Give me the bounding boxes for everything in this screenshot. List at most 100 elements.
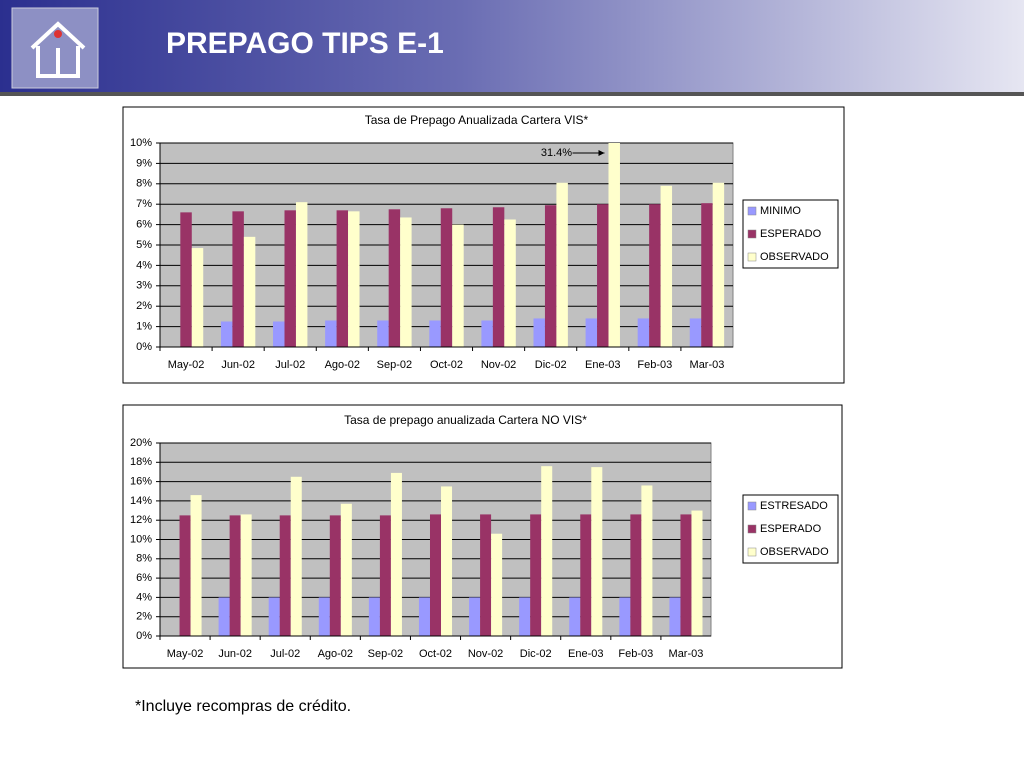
bar (400, 217, 412, 347)
y-tick-label: 9% (136, 157, 152, 169)
y-tick-label: 1% (136, 321, 152, 333)
bar (379, 515, 391, 636)
x-tick-label: Dic-02 (520, 648, 552, 660)
legend-swatch (747, 524, 757, 534)
legend-swatch (747, 252, 757, 262)
legend-box (742, 199, 839, 269)
x-tick-label: Mar-03 (690, 359, 725, 371)
y-tick-label: 6% (136, 219, 152, 231)
y-tick-label: 6% (136, 572, 152, 584)
bar (701, 203, 713, 347)
y-tick-label: 16% (130, 476, 152, 488)
annotation-arrowhead (598, 150, 605, 156)
y-tick-label: 4% (136, 591, 152, 603)
y-tick-label: 10% (130, 533, 152, 545)
bar (619, 597, 631, 636)
bar (240, 514, 252, 636)
x-tick-label: Jun-02 (218, 648, 252, 660)
legend-label: ESPERADO (760, 228, 822, 240)
bar (390, 472, 402, 636)
legend-label: ESPERADO (760, 523, 822, 535)
x-tick-label: Mar-03 (669, 648, 704, 660)
bar (591, 467, 603, 636)
bar (469, 597, 481, 636)
x-tick-label: Dic-02 (535, 359, 567, 371)
y-tick-label: 10% (130, 137, 152, 149)
x-tick-label: Sep-02 (377, 359, 412, 371)
annotation: 31.4% (541, 147, 572, 159)
bar (279, 515, 291, 636)
y-tick-label: 3% (136, 280, 152, 292)
bar (689, 318, 702, 347)
legend-swatch (747, 229, 757, 239)
bar (191, 248, 204, 347)
bar (180, 212, 192, 347)
bar (533, 318, 545, 347)
bar (641, 485, 653, 636)
bar (284, 210, 296, 347)
bar (336, 210, 349, 347)
header-band (0, 0, 1024, 95)
y-tick-label: 5% (136, 239, 152, 251)
x-tick-label: Ene-03 (568, 648, 603, 660)
bar (273, 321, 285, 347)
bars (179, 466, 703, 636)
bar (637, 318, 650, 347)
y-tick-label: 7% (136, 198, 152, 210)
x-tick-label: Jul-02 (270, 648, 300, 660)
bar (229, 515, 241, 636)
logo (30, 21, 86, 78)
legend-label: OBSERVADO (760, 546, 829, 558)
bar (492, 207, 505, 347)
bar (329, 515, 341, 636)
bar (325, 320, 337, 347)
x-tick-label: Feb-03 (618, 648, 653, 660)
y-tick-label: 20% (130, 437, 152, 449)
x-tick-label: Oct-02 (419, 648, 452, 660)
bar (368, 597, 380, 636)
bar (441, 486, 453, 636)
y-tick-label: 0% (136, 630, 152, 642)
y-tick-label: 18% (130, 456, 152, 468)
bar (504, 219, 516, 347)
bar (452, 224, 464, 347)
bar (556, 182, 568, 347)
bar (669, 597, 681, 636)
legend-label: ESTRESADO (760, 500, 828, 512)
x-tick-label: May-02 (167, 648, 204, 660)
x-tick-label: Nov-02 (468, 648, 503, 660)
bar (295, 202, 308, 347)
bar (429, 320, 441, 347)
bar (179, 515, 191, 636)
x-tick-label: Ago-02 (318, 648, 353, 660)
bar (608, 143, 620, 347)
bar (232, 211, 244, 347)
legend-swatch (747, 206, 757, 216)
bar (340, 503, 352, 636)
bar (649, 204, 661, 347)
y-tick-label: 4% (136, 259, 152, 271)
bar (440, 208, 453, 347)
bar (218, 597, 230, 636)
bar (429, 514, 442, 636)
bar (691, 510, 703, 636)
chart-title: Tasa de Prepago Anualizada Cartera VIS* (365, 113, 589, 127)
bar (190, 495, 202, 636)
x-tick-label: Ago-02 (325, 359, 360, 371)
bar (318, 597, 330, 636)
bar (519, 597, 531, 636)
y-tick-label: 0% (136, 341, 152, 353)
bar (348, 211, 360, 347)
bar (660, 185, 673, 347)
y-tick-label: 8% (136, 553, 152, 565)
header-rule (0, 92, 1024, 96)
y-tick-label: 8% (136, 178, 152, 190)
bar (585, 318, 598, 347)
bar (481, 320, 493, 347)
x-tick-label: Nov-02 (481, 359, 516, 371)
bar (544, 205, 557, 347)
legend-label: OBSERVADO (760, 251, 829, 263)
x-tick-label: May-02 (168, 359, 205, 371)
